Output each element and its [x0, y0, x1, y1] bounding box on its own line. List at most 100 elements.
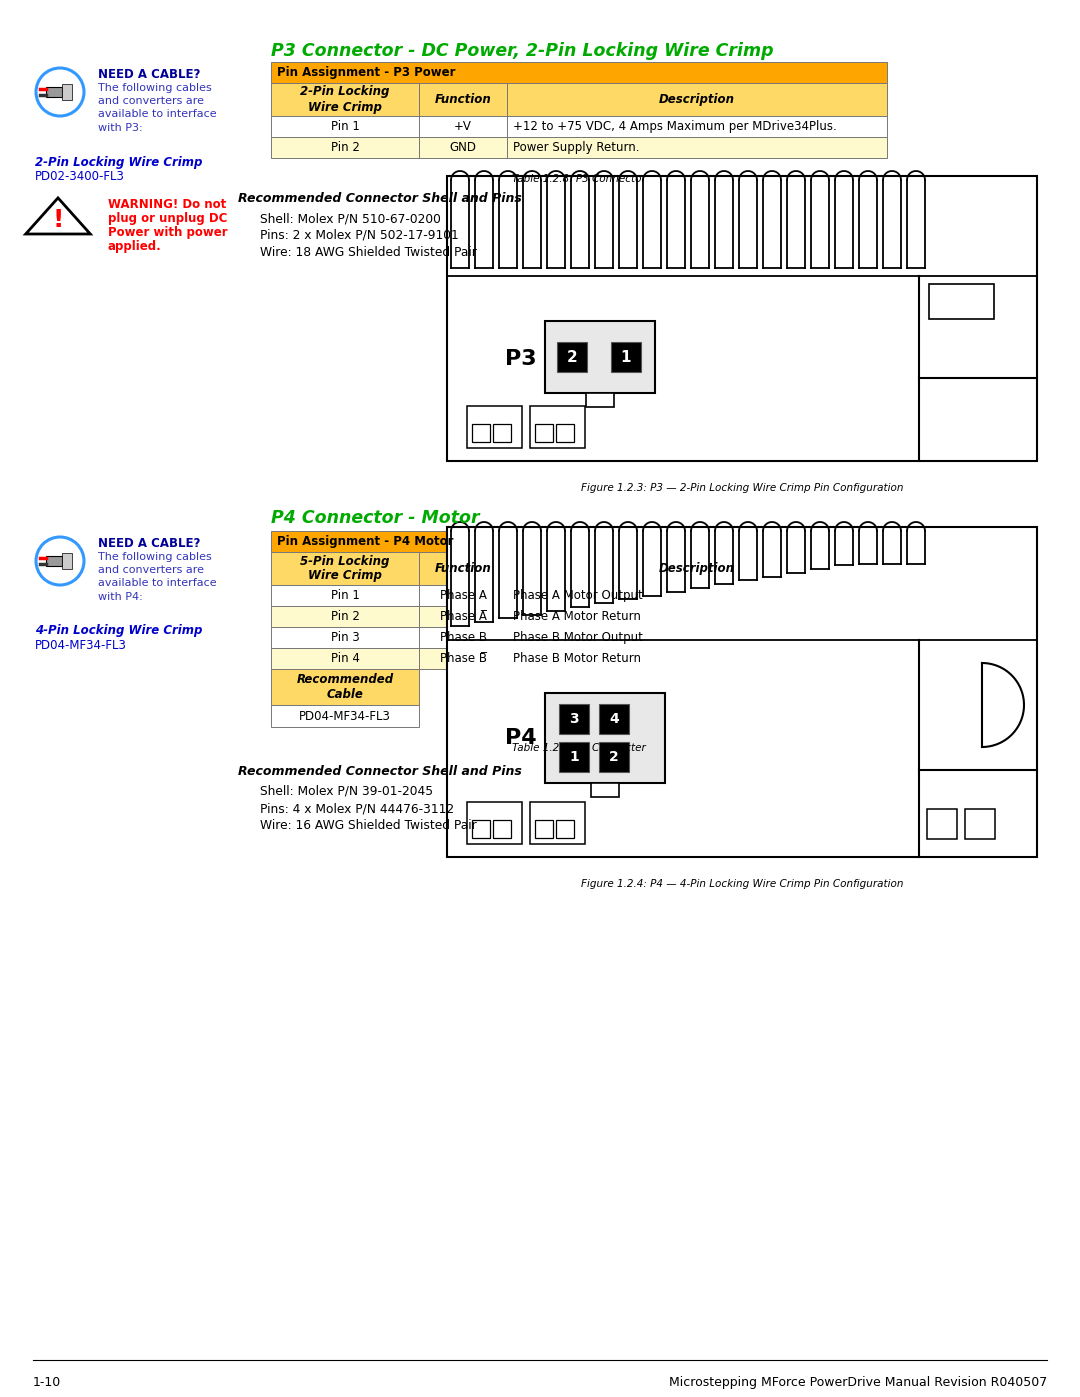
Bar [419, 552, 507, 585]
Text: 2-Pin Locking Wire Crimp: 2-Pin Locking Wire Crimp [35, 156, 202, 169]
Text: PD04-MF34-FL3: PD04-MF34-FL3 [35, 638, 126, 652]
Text: NEED A CABLE?: NEED A CABLE? [98, 68, 201, 81]
Bar [492, 820, 511, 838]
Text: 1-10: 1-10 [33, 1376, 62, 1389]
Text: P3 Connector - DC Power, 2-Pin Locking Wire Crimp: P3 Connector - DC Power, 2-Pin Locking W… [271, 42, 773, 60]
Bar [929, 284, 994, 319]
Text: Pins: 2 x Molex P/N 502-17-9101: Pins: 2 x Molex P/N 502-17-9101 [260, 229, 459, 242]
Text: Function: Function [434, 94, 491, 106]
Text: Table 1.2.8: P3 Connector: Table 1.2.8: P3 Connector [512, 175, 646, 184]
Text: 2: 2 [609, 750, 619, 764]
Text: Pin 2: Pin 2 [330, 141, 360, 154]
Bar [535, 425, 553, 441]
Bar [271, 116, 419, 137]
Bar [271, 61, 887, 82]
Text: P4: P4 [505, 728, 537, 747]
Bar [419, 606, 507, 627]
Bar [556, 425, 573, 441]
Bar [419, 82, 507, 116]
Text: PD04-MF34-FL3: PD04-MF34-FL3 [299, 710, 391, 722]
Bar [545, 321, 654, 394]
Polygon shape [26, 198, 91, 235]
Bar [467, 407, 522, 448]
Text: Wire: 18 AWG Shielded Twisted Pair: Wire: 18 AWG Shielded Twisted Pair [260, 246, 477, 258]
Bar [271, 627, 419, 648]
Text: P3: P3 [505, 349, 537, 369]
Bar [271, 648, 419, 669]
Bar [559, 704, 589, 733]
Text: plug or unplug DC: plug or unplug DC [108, 212, 228, 225]
Bar [271, 82, 419, 116]
Bar [507, 627, 887, 648]
Bar [586, 394, 615, 408]
Bar [472, 425, 490, 441]
Bar [271, 669, 419, 705]
Text: The following cables
and converters are
available to interface
with P3:: The following cables and converters are … [98, 82, 217, 133]
Bar [271, 531, 887, 552]
Bar [447, 527, 1037, 856]
Text: Phase B: Phase B [440, 631, 486, 644]
Text: Phase A Motor Output: Phase A Motor Output [513, 590, 643, 602]
Bar [530, 407, 585, 448]
Text: Phase A̅: Phase A̅ [440, 610, 486, 623]
Bar [271, 585, 419, 606]
Text: Recommended Connector Shell and Pins: Recommended Connector Shell and Pins [238, 191, 522, 205]
Text: 3: 3 [569, 711, 579, 725]
Text: Microstepping MForce PowerDrive Manual Revision R040507: Microstepping MForce PowerDrive Manual R… [669, 1376, 1047, 1389]
Text: Shell: Molex P/N 39-01-2045: Shell: Molex P/N 39-01-2045 [260, 785, 433, 798]
Bar [599, 742, 629, 771]
Bar [507, 585, 887, 606]
Text: Table 1.2.9: P4 Connecter: Table 1.2.9: P4 Connecter [512, 743, 646, 753]
Text: Phase B Motor Return: Phase B Motor Return [513, 652, 642, 665]
Text: 1: 1 [621, 349, 631, 365]
Text: P4 Connector - Motor: P4 Connector - Motor [271, 509, 480, 527]
Bar [419, 648, 507, 669]
Bar [271, 552, 419, 585]
Bar [46, 556, 62, 566]
Text: 4-Pin Locking Wire Crimp: 4-Pin Locking Wire Crimp [35, 624, 202, 637]
Bar [419, 116, 507, 137]
Text: Pin Assignment - P4 Motor: Pin Assignment - P4 Motor [276, 535, 454, 548]
Text: Phase B Motor Output: Phase B Motor Output [513, 631, 643, 644]
Text: Phase A: Phase A [440, 590, 486, 602]
Bar [557, 342, 588, 373]
Bar [419, 627, 507, 648]
Text: Pin 3: Pin 3 [330, 631, 360, 644]
Text: 5-Pin Locking
Wire Crimp: 5-Pin Locking Wire Crimp [300, 555, 390, 583]
Bar [591, 782, 619, 796]
Bar [507, 137, 887, 158]
Text: Power with power: Power with power [108, 226, 228, 239]
Text: +12 to +75 VDC, 4 Amps Maximum per MDrive34Plus.: +12 to +75 VDC, 4 Amps Maximum per MDriv… [513, 120, 837, 133]
Bar [545, 693, 665, 782]
Text: PD02-3400-FL3: PD02-3400-FL3 [35, 170, 125, 183]
Bar [271, 137, 419, 158]
Text: Pin 1: Pin 1 [330, 590, 360, 602]
Bar [472, 820, 490, 838]
Text: Pin Assignment - P3 Power: Pin Assignment - P3 Power [276, 66, 456, 80]
Text: The following cables
and converters are
available to interface
with P4:: The following cables and converters are … [98, 552, 217, 602]
Bar [530, 802, 585, 844]
Text: Pin 2: Pin 2 [330, 610, 360, 623]
Text: Function: Function [434, 562, 491, 576]
Bar [599, 704, 629, 733]
Bar [507, 552, 887, 585]
Text: Wire: 16 AWG Shielded Twisted Pair: Wire: 16 AWG Shielded Twisted Pair [260, 819, 476, 833]
Bar [507, 606, 887, 627]
Bar [927, 809, 957, 840]
Text: Power Supply Return.: Power Supply Return. [513, 141, 639, 154]
Bar [492, 425, 511, 441]
Bar [419, 137, 507, 158]
Text: applied.: applied. [108, 240, 162, 253]
Bar [271, 606, 419, 627]
Bar [559, 742, 589, 771]
Text: 2: 2 [567, 349, 578, 365]
Text: +V: +V [454, 120, 472, 133]
Text: 4: 4 [609, 711, 619, 725]
Text: Phase B̅: Phase B̅ [440, 652, 486, 665]
Text: Shell: Molex P/N 510-67-0200: Shell: Molex P/N 510-67-0200 [260, 212, 441, 225]
Text: 2-Pin Locking
Wire Crimp: 2-Pin Locking Wire Crimp [300, 85, 390, 113]
Bar [62, 553, 72, 569]
Bar [467, 802, 522, 844]
Text: Description: Description [659, 562, 735, 576]
Text: Figure 1.2.3: P3 — 2-Pin Locking Wire Crimp Pin Configuration: Figure 1.2.3: P3 — 2-Pin Locking Wire Cr… [581, 483, 903, 493]
